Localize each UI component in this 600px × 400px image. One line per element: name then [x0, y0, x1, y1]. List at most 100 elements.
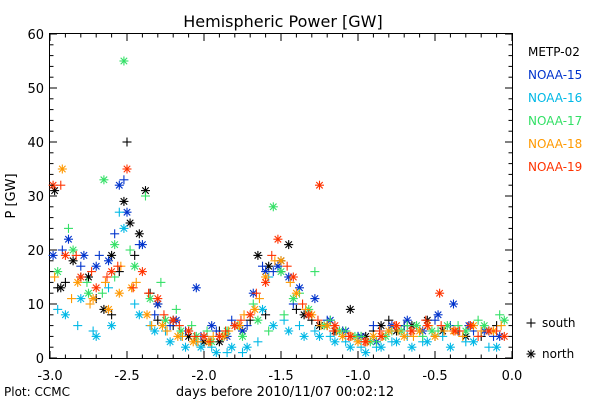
data-point-south	[291, 304, 301, 314]
data-point-north	[415, 326, 425, 336]
data-point-north	[107, 321, 117, 331]
data-point-north	[88, 294, 98, 304]
data-point-north	[114, 288, 124, 298]
data-point-north	[91, 283, 101, 293]
data-point-south	[222, 348, 232, 358]
data-point-south	[174, 321, 184, 331]
data-point-north	[330, 321, 340, 331]
data-point-north	[291, 288, 301, 298]
data-point-north	[168, 315, 178, 325]
legend: METP-02 NOAA-15 NOAA-16 NOAA-17 NOAA-18 NOAA-…	[528, 45, 582, 174]
data-point-south	[171, 304, 181, 314]
data-point-south	[190, 331, 200, 341]
data-point-north	[153, 294, 163, 304]
data-point-north	[445, 342, 455, 352]
x-tick-label: -1.5	[268, 369, 293, 384]
data-point-north	[99, 175, 109, 185]
data-point-south	[268, 267, 278, 277]
data-point-north	[484, 326, 494, 336]
data-point-south	[496, 321, 506, 331]
data-point-north	[392, 321, 401, 331]
data-point-south	[67, 294, 77, 304]
data-point-south	[393, 326, 403, 336]
data-point-north	[361, 337, 371, 347]
data-point-south	[162, 326, 172, 336]
data-point-north	[253, 315, 263, 325]
data-point-south	[130, 250, 140, 260]
data-point-north	[368, 331, 378, 341]
data-point-north	[165, 337, 175, 347]
data-point-north	[76, 294, 86, 304]
data-point-south	[325, 331, 335, 341]
data-point-north	[407, 326, 417, 336]
data-point-north	[288, 294, 298, 304]
data-point-south	[248, 299, 258, 309]
data-point-north	[60, 310, 70, 320]
data-point-south	[492, 326, 502, 336]
plot-credit: Plot: CCMC	[4, 385, 70, 399]
data-point-north	[492, 342, 502, 352]
data-point-south	[130, 299, 140, 309]
data-point-north	[315, 180, 324, 190]
marker-legend-plus-icon	[526, 318, 536, 328]
y-tick-label: 10	[27, 298, 44, 313]
data-point-north	[134, 229, 144, 239]
data-point-north	[361, 348, 371, 358]
data-point-north	[294, 283, 304, 293]
data-point-north	[214, 331, 224, 341]
y-tick-label: 50	[27, 82, 44, 97]
data-point-south	[114, 207, 124, 217]
data-point-north	[499, 315, 509, 325]
y-axis-label: P [GW]	[4, 173, 19, 218]
data-point-south	[97, 288, 107, 298]
data-point-south	[159, 310, 169, 320]
data-point-north	[130, 261, 140, 271]
data-point-north	[376, 321, 386, 331]
data-point-north	[276, 256, 286, 266]
data-point-north	[304, 310, 314, 320]
data-point-north	[242, 342, 252, 352]
data-point-south	[110, 229, 120, 239]
data-point-south	[153, 315, 163, 325]
data-point-north	[376, 342, 386, 352]
data-point-south	[254, 294, 264, 304]
data-point-south	[438, 331, 448, 341]
y-tick-label: 40	[27, 136, 44, 151]
data-point-south	[313, 315, 323, 325]
data-point-north	[53, 267, 63, 277]
data-point-south	[264, 326, 274, 336]
data-point-north	[261, 277, 271, 287]
data-point-south	[267, 250, 277, 260]
data-point-north	[384, 326, 394, 336]
data-point-south	[125, 245, 135, 255]
data-point-south	[439, 326, 449, 336]
legend-entry: NOAA-15	[528, 68, 582, 82]
data-point-north	[250, 304, 260, 314]
x-axis: -3.0 -2.5 -2.0 -1.5 -1.0 -0.5 0.0	[37, 34, 522, 384]
data-point-north	[268, 321, 278, 331]
data-point-north	[79, 250, 89, 260]
data-point-north	[48, 250, 58, 260]
data-point-south	[104, 283, 114, 293]
data-point-south	[310, 326, 320, 336]
data-point-north	[181, 342, 191, 352]
data-point-south	[63, 223, 73, 233]
data-point-north	[433, 310, 443, 320]
data-point-north	[276, 267, 286, 277]
data-point-north	[273, 234, 283, 244]
data-point-north	[196, 342, 206, 352]
data-point-north	[157, 321, 167, 331]
data-point-south	[131, 277, 141, 287]
data-point-north	[122, 164, 132, 174]
data-point-north	[345, 331, 355, 341]
data-point-south	[221, 326, 231, 336]
data-point-south	[140, 191, 150, 201]
x-tick-label: -0.5	[422, 369, 447, 384]
data-point-north	[134, 310, 144, 320]
data-point-south	[205, 337, 215, 347]
data-point-north	[184, 326, 194, 336]
data-point-north	[188, 337, 198, 347]
data-point-north	[430, 331, 440, 341]
data-point-north	[104, 256, 114, 266]
